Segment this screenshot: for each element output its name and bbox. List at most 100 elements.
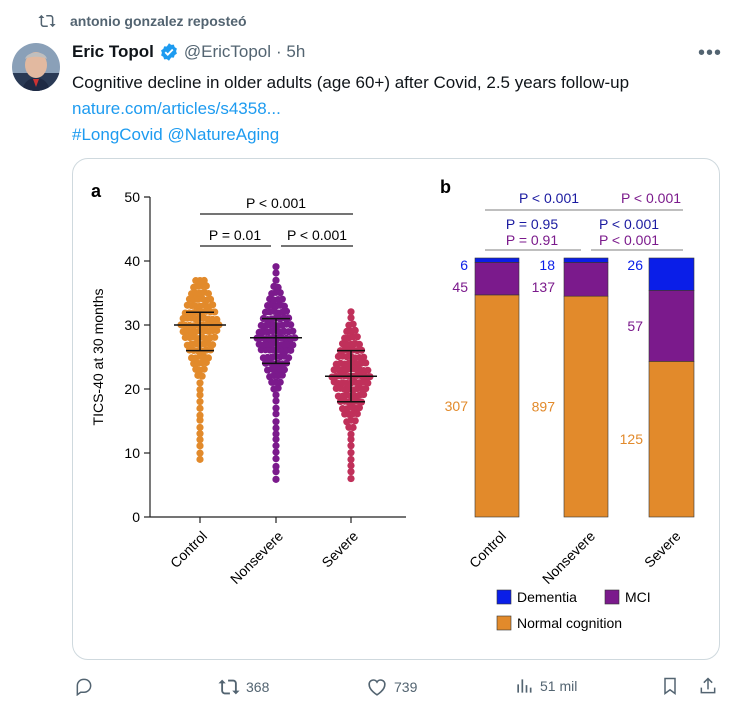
panel-a-category-label: Severe [318, 528, 361, 571]
panel-b-category-label: Nonsevere [539, 528, 598, 587]
panel-a-y-tick-label: 0 [132, 509, 140, 525]
panel-a-data-point [272, 391, 280, 399]
panel-b-bar-segment [563, 295, 609, 518]
panel-a-data-point [289, 341, 297, 349]
panel-a-data-point [347, 308, 355, 316]
author-handle[interactable]: @EricTopol [183, 42, 272, 61]
panel-a-data-point [276, 378, 284, 386]
more-options-icon[interactable]: ••• [697, 42, 722, 64]
panel-a-data-point [347, 430, 355, 438]
legend-label: MCI [625, 589, 651, 605]
panel-a-data-point [349, 320, 357, 328]
tweet-time[interactable]: · 5h [276, 42, 306, 61]
panel-a-data-point [196, 430, 204, 438]
panel-a-data-point [200, 276, 208, 285]
panel-a-y-tick-label: 50 [124, 189, 140, 205]
bookmark-button[interactable] [660, 676, 680, 696]
panel-a-data-point [272, 263, 280, 271]
panel-a-data-point [355, 340, 363, 348]
panel-a-data-point [280, 366, 288, 374]
panel-b-p-value: P < 0.001 [599, 216, 659, 232]
panel-a-data-point [347, 468, 355, 476]
action-bar: 368 739 51 mil [0, 672, 746, 704]
panel-a-data-point [204, 354, 212, 362]
panel-b-bar-segment [563, 257, 609, 263]
verified-badge-icon [160, 43, 177, 61]
panel-a-p-value: P < 0.001 [246, 195, 306, 211]
panel-a-data-point [272, 269, 280, 277]
panel-a-data-point [198, 372, 206, 380]
panel-a-y-tick-label: 10 [124, 445, 140, 461]
panel-a-data-point [285, 354, 293, 362]
panel-a-y-tick-label: 30 [124, 317, 140, 333]
panel-b-value-label: 18 [539, 257, 555, 273]
panel-a-data-point [289, 327, 297, 335]
panel-a-y-axis-label: TICS-40 at 30 months [90, 289, 106, 426]
panel-a-data-point [347, 449, 355, 457]
panel-b-p-value: P < 0.001 [621, 190, 681, 206]
panel-a-data-point [211, 333, 219, 341]
repost-label[interactable]: antonio gonzalez reposteó [70, 13, 247, 29]
panel-a-p-value: P = 0.01 [209, 227, 262, 243]
share-button[interactable] [698, 676, 718, 696]
like-button[interactable]: 739 [366, 676, 417, 698]
panel-a-category-label: Nonsevere [227, 528, 286, 587]
panel-a-data-point [272, 424, 280, 432]
panel-a-data-point [196, 379, 204, 387]
panel-a-data-point [272, 276, 280, 284]
panel-b-bar-segment [563, 262, 609, 297]
media-card[interactable]: a 0 10 20 30 40 50 TICS-40 at 30 months Control N… [72, 158, 720, 660]
panel-a-y-tick-label: 40 [124, 253, 140, 269]
panel-a-data-point [196, 442, 204, 450]
author-name[interactable]: Eric Topol [72, 42, 154, 61]
panel-a-data-point [274, 384, 282, 392]
avatar[interactable] [12, 43, 60, 91]
bookmark-icon [664, 677, 676, 695]
article-link[interactable]: nature.com/articles/s4358... [72, 99, 281, 118]
panel-a-data-point [196, 398, 204, 406]
panel-a-data-point [213, 315, 221, 324]
panel-b-p-value: P < 0.001 [599, 232, 659, 248]
panel-a-data-point [364, 379, 372, 387]
panel-b-p-value: P = 0.91 [506, 232, 559, 248]
panel-a-data-point [196, 436, 204, 444]
panel-b-category-label: Control [466, 528, 509, 571]
panel-a-category-label: Control [167, 528, 210, 571]
panel-a-data-point [353, 333, 361, 341]
tweet-header: Eric Topol @EricTopol · 5h [72, 42, 305, 62]
panel-a-data-point [209, 301, 217, 309]
panel-a-data-point [355, 404, 363, 412]
panel-a-data-point [272, 404, 280, 412]
tweet-body: Cognitive decline in older adults (age 6… [72, 73, 630, 92]
legend-swatch [496, 589, 512, 605]
panel-b-bar-segment [648, 257, 695, 291]
panel-a-data-point [272, 397, 280, 405]
repost-button[interactable]: 368 [218, 676, 269, 698]
panel-b-bar-segment [474, 294, 520, 518]
panel-a-data-point [353, 410, 361, 418]
panel-a-data-point [272, 430, 280, 438]
panel-a-data-point [272, 448, 280, 456]
panel-a-data-point [278, 295, 286, 303]
panel-a-data-point [272, 435, 280, 443]
panel-b-category-label: Severe [641, 528, 684, 571]
panel-a-data-point [272, 455, 280, 463]
hashtags[interactable]: #LongCovid @NatureAging [72, 125, 280, 144]
panel-b-value-label: 45 [452, 279, 468, 295]
repost-icon [38, 14, 56, 28]
panel-a-p-value: P < 0.001 [287, 227, 347, 243]
panel-a-data-point [280, 302, 288, 310]
reply-button[interactable] [74, 676, 100, 696]
tweet-text: Cognitive decline in older adults (age 6… [72, 70, 732, 148]
panel-b-value-label: 125 [620, 431, 644, 447]
panel-b-bar-segment [648, 361, 695, 518]
panel-b-bar-segment [648, 290, 695, 362]
panel-a-data-point [202, 282, 210, 290]
views-button[interactable]: 51 mil [514, 676, 577, 696]
panel-a-data-point [362, 385, 370, 393]
chart-figure: a 0 10 20 30 40 50 TICS-40 at 30 months Control N… [90, 177, 695, 631]
panel-b-value-label: 6 [460, 257, 468, 273]
panel-a-data-point [196, 455, 204, 463]
panel-a-data-point [272, 418, 280, 426]
legend-swatch [496, 615, 512, 631]
